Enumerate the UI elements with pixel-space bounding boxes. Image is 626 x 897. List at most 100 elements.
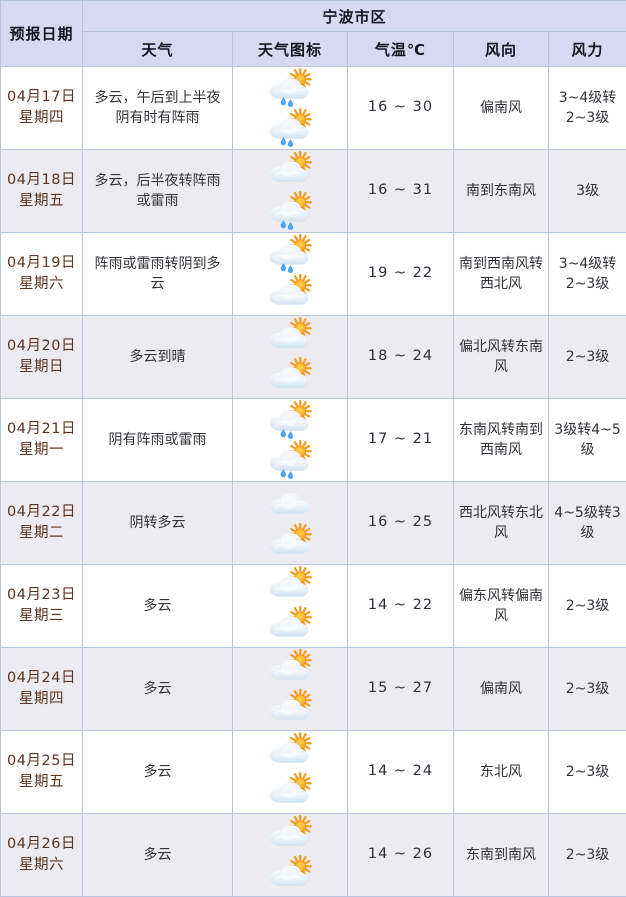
- wind-direction-cell: 偏南风: [454, 648, 549, 731]
- weather-cell: 多云: [83, 814, 233, 897]
- weekday-text: 星期六: [4, 274, 79, 295]
- sun-cloud-icon: [265, 732, 315, 772]
- wind-force-cell: 2~3级: [549, 731, 626, 814]
- temperature-cell: 17 ~ 21: [348, 399, 454, 482]
- sun-cloud-rain-icon: [265, 400, 315, 440]
- sun-cloud-icon: [265, 566, 315, 606]
- date-cell: 04月24日星期四: [1, 648, 83, 731]
- temperature-cell: 16 ~ 31: [348, 150, 454, 233]
- col-header-4: 风力: [549, 32, 626, 67]
- weather-cell: 阴转多云: [83, 482, 233, 565]
- weather-icon-cell: [233, 399, 348, 482]
- wind-force-cell: 2~3级: [549, 316, 626, 399]
- date-text: 04月17日: [4, 87, 79, 108]
- region-header-row: 预报日期 宁波市区: [1, 1, 626, 32]
- sun-cloud-icon: [265, 151, 315, 191]
- weather-icon-cell: [233, 67, 348, 150]
- wind-direction-cell: 东南风转南到西南风: [454, 399, 549, 482]
- weekday-text: 星期日: [4, 357, 79, 378]
- weekday-text: 星期一: [4, 440, 79, 461]
- temperature-cell: 14 ~ 24: [348, 731, 454, 814]
- cloud-icon: [265, 483, 315, 523]
- sun-cloud-icon: [265, 772, 315, 812]
- date-cell: 04月23日星期三: [1, 565, 83, 648]
- wind-direction-cell: 偏北风转东南风: [454, 316, 549, 399]
- weather-icon-cell: [233, 482, 348, 565]
- wind-direction-cell: 东北风: [454, 731, 549, 814]
- date-text: 04月21日: [4, 419, 79, 440]
- sun-cloud-rain-icon: [265, 440, 315, 480]
- weather-icon-cell: [233, 150, 348, 233]
- weather-icon-cell: [233, 731, 348, 814]
- date-cell: 04月21日星期一: [1, 399, 83, 482]
- sun-cloud-icon: [265, 606, 315, 646]
- date-text: 04月24日: [4, 668, 79, 689]
- weekday-text: 星期二: [4, 523, 79, 544]
- date-cell: 04月18日星期五: [1, 150, 83, 233]
- weather-icon-cell: [233, 814, 348, 897]
- temperature-cell: 16 ~ 30: [348, 67, 454, 150]
- weekday-text: 星期四: [4, 108, 79, 129]
- wind-force-cell: 3~4级转2~3级: [549, 233, 626, 316]
- weekday-text: 星期六: [4, 855, 79, 876]
- wind-direction-cell: 西北风转东北风: [454, 482, 549, 565]
- col-header-1: 天气图标: [233, 32, 348, 67]
- wind-direction-cell: 偏南风: [454, 67, 549, 150]
- sun-cloud-icon: [265, 649, 315, 689]
- region-title: 宁波市区: [83, 1, 626, 32]
- weekday-text: 星期五: [4, 772, 79, 793]
- sun-cloud-icon: [265, 523, 315, 563]
- weather-cell: 多云，午后到上半夜阴有时有阵雨: [83, 67, 233, 150]
- wind-direction-cell: 南到东南风: [454, 150, 549, 233]
- sun-cloud-rain-icon: [265, 68, 315, 108]
- temperature-cell: 19 ~ 22: [348, 233, 454, 316]
- col-header-date: 预报日期: [1, 1, 83, 67]
- sun-cloud-icon: [265, 274, 315, 314]
- wind-force-cell: 2~3级: [549, 814, 626, 897]
- weather-icon-cell: [233, 565, 348, 648]
- sun-cloud-icon: [265, 855, 315, 895]
- wind-force-cell: 3级转4~5级: [549, 399, 626, 482]
- date-text: 04月23日: [4, 585, 79, 606]
- date-text: 04月25日: [4, 751, 79, 772]
- wind-force-cell: 4~5级转3级: [549, 482, 626, 565]
- wind-force-cell: 2~3级: [549, 648, 626, 731]
- weather-cell: 多云: [83, 648, 233, 731]
- date-text: 04月18日: [4, 170, 79, 191]
- weather-cell: 阴有阵雨或雷雨: [83, 399, 233, 482]
- weekday-text: 星期五: [4, 191, 79, 212]
- weather-cell: 阵雨或雷雨转阴到多云: [83, 233, 233, 316]
- temperature-cell: 18 ~ 24: [348, 316, 454, 399]
- sun-cloud-icon: [265, 689, 315, 729]
- wind-force-cell: 3~4级转2~3级: [549, 67, 626, 150]
- temperature-cell: 16 ~ 25: [348, 482, 454, 565]
- date-cell: 04月20日星期日: [1, 316, 83, 399]
- date-text: 04月20日: [4, 336, 79, 357]
- date-text: 04月22日: [4, 502, 79, 523]
- temperature-cell: 15 ~ 27: [348, 648, 454, 731]
- wind-force-cell: 3级: [549, 150, 626, 233]
- date-text: 04月26日: [4, 834, 79, 855]
- col-header-3: 风向: [454, 32, 549, 67]
- weather-icon-cell: [233, 316, 348, 399]
- date-cell: 04月25日星期五: [1, 731, 83, 814]
- date-cell: 04月26日星期六: [1, 814, 83, 897]
- weather-cell: 多云到晴: [83, 316, 233, 399]
- sun-cloud-icon: [265, 317, 315, 357]
- wind-force-cell: 2~3级: [549, 565, 626, 648]
- wind-direction-cell: 南到西南风转西北风: [454, 233, 549, 316]
- date-cell: 04月19日星期六: [1, 233, 83, 316]
- temperature-cell: 14 ~ 22: [348, 565, 454, 648]
- date-text: 04月19日: [4, 253, 79, 274]
